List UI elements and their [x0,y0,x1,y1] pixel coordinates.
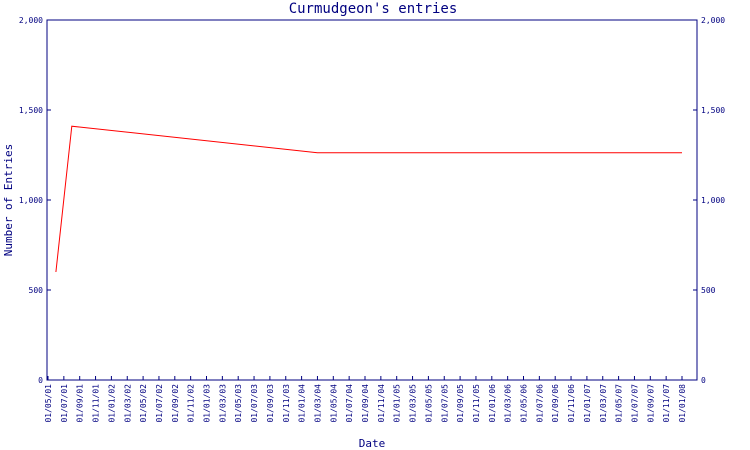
x-tick-label: 01/03/07 [599,384,608,423]
x-tick-label: 01/05/04 [329,384,338,423]
x-tick-label: 01/05/01 [44,384,53,423]
x-tick-label: 01/11/06 [567,384,576,423]
y-tick-label-left: 1,500 [19,106,43,115]
x-tick-label: 01/11/07 [662,384,671,423]
x-tick-label: 01/07/06 [535,384,544,423]
y-axis-title: Number of Entries [2,144,15,257]
x-tick-label: 01/01/04 [298,384,307,423]
x-tick-label: 01/03/05 [409,384,418,423]
x-tick-label: 01/07/01 [60,384,69,423]
x-tick-label: 01/07/04 [345,384,354,423]
y-axis-left: 0 500 1,000 1,500 2,000 [19,16,51,385]
x-tick-label: 01/03/03 [218,384,227,423]
x-tick-label: 01/03/02 [123,384,132,423]
series-line [55,125,682,273]
chart-title: Curmudgeon's entries [289,1,458,17]
x-tick-label: 01/09/02 [171,384,180,423]
x-tick-label: 01/03/06 [504,384,513,423]
x-axis-title: Date [359,437,386,450]
x-tick-label: 01/01/06 [488,384,497,423]
y-tick-label-left: 1,000 [19,196,43,205]
series-layer [55,125,682,273]
x-tick-label: 01/11/05 [472,384,481,423]
x-tick-label: 01/01/05 [393,384,402,423]
x-tick-label: 01/07/07 [630,384,639,423]
x-tick-label: 01/05/07 [615,384,624,423]
x-tick-label: 01/09/03 [266,384,275,423]
x-tick-label: 01/01/07 [583,384,592,423]
x-tick-label: 01/05/02 [139,384,148,423]
x-tick-label: 01/05/03 [234,384,243,423]
x-tick-label: 01/01/03 [203,384,212,423]
y-tick-label-right: 1,500 [701,106,725,115]
x-tick-label: 01/03/04 [313,384,322,423]
y-tick-label-right: 1,000 [701,196,725,205]
x-tick-label: 01/09/07 [646,384,655,423]
x-tick-label: 01/05/05 [424,384,433,423]
y-tick-label-right: 500 [701,286,716,295]
x-tick-label: 01/01/02 [107,384,116,423]
x-tick-label: 01/11/02 [187,384,196,423]
y-tick-label-left: 0 [38,376,43,385]
x-axis: 01/05/01 01/07/01 01/09/01 01/11/01 01/01/02… [44,376,687,423]
y-tick-label-left: 2,000 [19,16,43,25]
y-tick-label-right: 0 [701,376,706,385]
x-tick-label: 01/07/03 [250,384,259,423]
x-tick-label: 01/07/02 [155,384,164,423]
x-tick-label: 01/09/05 [456,384,465,423]
y-axis-right: 0 500 1,000 1,500 2,000 [693,16,725,385]
x-tick-label: 01/11/03 [282,384,291,423]
x-tick-label: 01/01/08 [678,384,687,423]
x-tick-label: 01/09/01 [76,384,85,423]
y-tick-label-left: 500 [29,286,44,295]
x-tick-label: 01/05/06 [520,384,529,423]
x-tick-label: 01/11/04 [377,384,386,423]
x-tick-label: 01/07/05 [440,384,449,423]
y-tick-label-right: 2,000 [701,16,725,25]
x-tick-label: 01/11/01 [92,384,101,423]
x-tick-label: 01/09/04 [361,384,370,423]
x-tick-label: 01/09/06 [551,384,560,423]
